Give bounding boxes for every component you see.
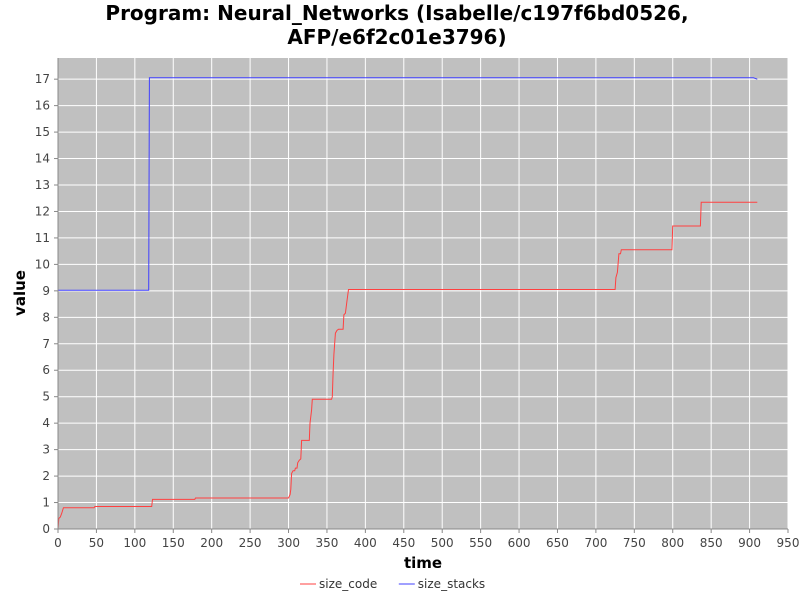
- y-tick-label: 13: [35, 178, 50, 192]
- x-tick-label: 150: [162, 536, 185, 550]
- y-tick-label: 10: [35, 257, 50, 271]
- x-tick-label: 600: [508, 536, 531, 550]
- legend: size_code size_stacks: [300, 577, 485, 591]
- y-tick-label: 7: [42, 337, 50, 351]
- y-tick-label: 11: [35, 231, 50, 245]
- series-layer: [57, 77, 758, 530]
- y-tick-label: 16: [35, 99, 50, 113]
- x-tick-label: 550: [469, 536, 492, 550]
- y-tick-label: 4: [42, 416, 50, 430]
- x-tick-label: 400: [354, 536, 377, 550]
- x-tick-label: 250: [239, 536, 262, 550]
- x-tick-label: 350: [315, 536, 338, 550]
- x-tick-label: 950: [777, 536, 800, 550]
- y-tick-label: 15: [35, 125, 50, 139]
- x-tick-label: 200: [200, 536, 223, 550]
- axes: [57, 58, 788, 530]
- y-tick-label: 2: [42, 469, 50, 483]
- x-tick-label: 0: [54, 536, 62, 550]
- y-tick-label: 14: [35, 152, 50, 166]
- x-tick-label: 300: [277, 536, 300, 550]
- grid: [57, 58, 789, 530]
- y-tick-label: 6: [42, 363, 50, 377]
- x-tick-label: 500: [431, 536, 454, 550]
- y-tick-label: 12: [35, 204, 50, 218]
- x-tick-label: 800: [661, 536, 684, 550]
- y-tick-label: 8: [42, 310, 50, 324]
- x-tick-label: 650: [546, 536, 569, 550]
- y-tick-label: 17: [35, 72, 50, 86]
- y-tick-label: 9: [42, 284, 50, 298]
- series-line-size_stacks: [58, 77, 758, 291]
- x-ticks: 0 50 100 150 200 250 300 350 400 450 500 550 600 650 7…: [54, 529, 799, 550]
- y-axis-label: value: [11, 270, 29, 316]
- chart-title-line-1: Program: Neural_Networks (Isabelle/c197f…: [105, 1, 688, 25]
- y-tick-label: 5: [42, 390, 50, 404]
- x-tick-label: 450: [392, 536, 415, 550]
- y-tick-label: 3: [42, 443, 50, 457]
- x-tick-label: 900: [738, 536, 761, 550]
- y-tick-label: 0: [42, 522, 50, 536]
- x-tick-label: 100: [123, 536, 146, 550]
- x-tick-label: 850: [700, 536, 723, 550]
- x-axis-label: time: [404, 554, 442, 572]
- x-tick-label: 750: [623, 536, 646, 550]
- legend-label-size_stacks: size_stacks: [418, 577, 485, 591]
- x-tick-label: 700: [584, 536, 607, 550]
- series-line-size_code: [57, 201, 758, 530]
- x-tick-label: 50: [89, 536, 104, 550]
- legend-label-size_code: size_code: [319, 577, 377, 591]
- plot-area: [58, 58, 788, 529]
- y-tick-label: 1: [42, 496, 50, 510]
- chart-title-line-2: AFP/e6f2c01e3796): [287, 25, 506, 49]
